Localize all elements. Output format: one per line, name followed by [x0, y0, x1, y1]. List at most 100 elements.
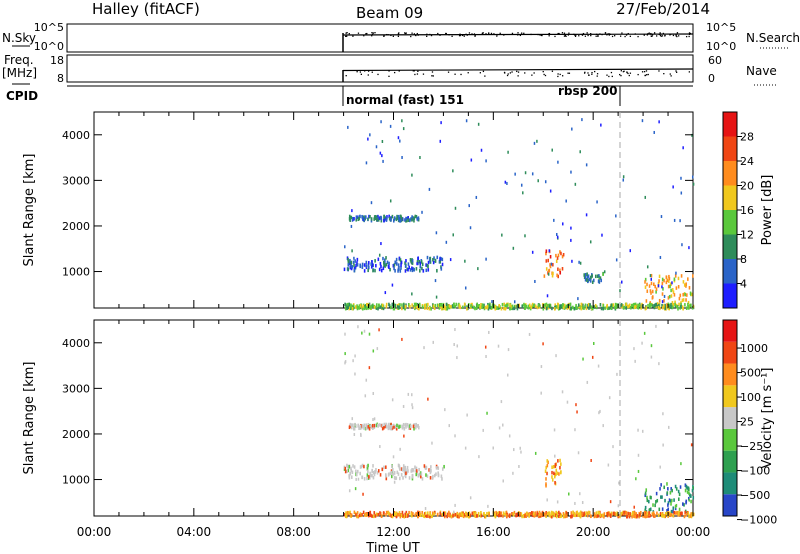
echo-cell — [473, 305, 475, 310]
echo-cell — [399, 258, 402, 262]
echo-cell — [628, 303, 631, 307]
echo-cell — [551, 271, 553, 275]
echo-cell — [582, 357, 584, 361]
echo-cell — [474, 306, 476, 311]
echo-cell — [356, 263, 359, 267]
echo-cell — [379, 305, 382, 309]
echo-cell — [470, 158, 473, 162]
echo-cell — [421, 210, 423, 214]
echo-cell — [662, 287, 664, 291]
nsearch-point — [414, 34, 417, 36]
echo-cell — [485, 355, 487, 359]
echo-cell — [363, 269, 366, 273]
echo-cell — [349, 258, 351, 263]
echo-cell — [391, 398, 394, 402]
nsearch-point — [445, 32, 447, 35]
nsearch-point — [651, 35, 653, 37]
echo-cell — [599, 276, 602, 280]
echo-cell — [370, 473, 372, 478]
echo-cell — [428, 468, 430, 472]
nsearch-point — [590, 34, 592, 37]
nave-point — [669, 73, 671, 75]
echo-cell — [352, 464, 354, 468]
echo-cell — [415, 423, 418, 428]
echo-cell — [633, 514, 635, 518]
echo-cell — [447, 513, 450, 518]
nsearch-point — [397, 33, 400, 35]
colorbar-cell — [723, 234, 737, 259]
echo-cell — [431, 511, 434, 515]
colorbar-cell — [723, 494, 737, 516]
nsearch-point — [548, 35, 550, 37]
echo-cell — [688, 286, 691, 290]
echo-cell — [500, 306, 503, 311]
echo-cell — [548, 249, 551, 253]
echo-cell — [393, 216, 396, 220]
nsearch-point — [383, 35, 385, 37]
echo-cell — [508, 513, 511, 518]
echo-cell — [561, 267, 564, 271]
nave-point — [627, 72, 629, 75]
echo-cell — [368, 513, 371, 518]
echo-cell — [410, 469, 413, 473]
echo-cell — [556, 235, 559, 239]
echo-cell — [546, 463, 549, 468]
echo-cell — [403, 515, 406, 519]
echo-cell — [379, 215, 382, 220]
echo-cell — [531, 513, 534, 518]
echo-cell — [430, 514, 433, 519]
echo-cell — [352, 359, 354, 363]
echo-cell — [643, 331, 646, 335]
echo-cell — [678, 296, 681, 301]
echo-cell — [359, 304, 362, 308]
echo-cell — [468, 204, 470, 208]
echo-cell — [367, 425, 370, 429]
echo-cell — [651, 296, 654, 300]
echo-cell — [536, 305, 539, 310]
echo-cell — [513, 300, 516, 304]
echo-cell — [458, 303, 461, 308]
y-tick-label: 4000 — [62, 337, 90, 350]
echo-cell — [411, 303, 413, 307]
echo-cell — [397, 472, 400, 476]
echo-cell — [418, 259, 421, 264]
echo-cell — [625, 306, 628, 310]
echo-cell — [562, 303, 564, 307]
echo-cell — [365, 215, 367, 219]
echo-cell — [395, 514, 398, 519]
echo-cell — [570, 306, 572, 310]
nsearch-point — [670, 33, 672, 35]
echo-cell — [343, 512, 346, 517]
echo-cell — [439, 139, 442, 143]
echo-cell — [402, 476, 404, 480]
echo-cell — [482, 303, 484, 308]
nsearch-point — [581, 33, 583, 36]
echo-cell — [393, 263, 396, 267]
cpid-strip: CPID normal (fast) 151 rbsp 200 — [6, 84, 693, 107]
y-tick-label: 4000 — [62, 129, 90, 142]
echo-cell — [464, 446, 467, 450]
echo-cell — [579, 261, 582, 265]
nsearch-point — [625, 34, 628, 36]
echo-cell — [665, 275, 668, 279]
echo-cell — [549, 255, 552, 259]
echo-cell — [464, 513, 466, 517]
nsearch-point — [405, 32, 407, 34]
echo-cell — [465, 119, 468, 123]
echo-cell — [413, 427, 415, 431]
echo-cell — [370, 513, 372, 518]
echo-cell — [513, 306, 516, 311]
echo-cell — [391, 464, 393, 469]
echo-cell — [388, 261, 390, 266]
echo-cell — [398, 256, 401, 261]
echo-cell — [455, 514, 458, 518]
echo-cell — [372, 470, 375, 475]
y-tick-label: 2000 — [62, 428, 90, 441]
echo-cell — [547, 258, 550, 263]
echo-cell — [456, 356, 458, 360]
echo-cell — [656, 498, 659, 503]
echo-cell — [397, 216, 399, 220]
echo-cell — [692, 182, 695, 186]
